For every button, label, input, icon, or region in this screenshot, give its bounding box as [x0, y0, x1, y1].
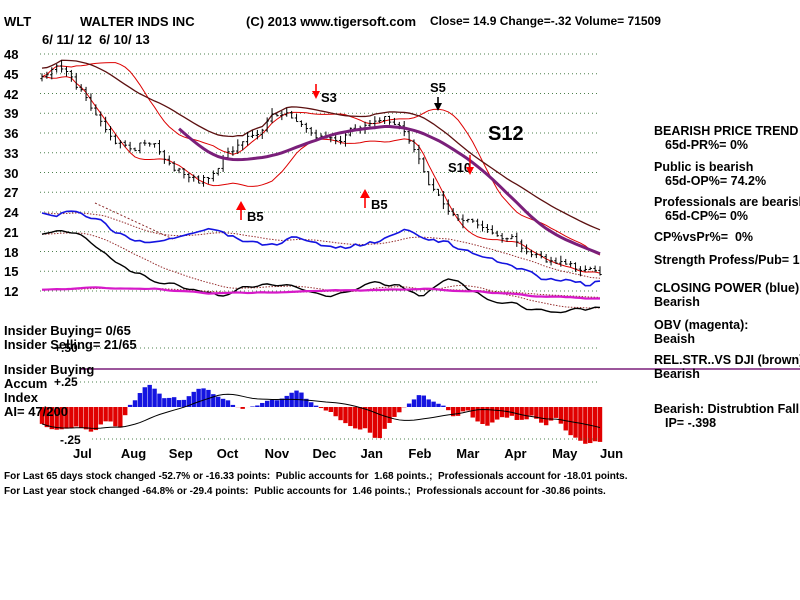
- svg-text:S12: S12: [488, 123, 524, 145]
- svg-text:B5: B5: [371, 197, 388, 212]
- svg-text:S3: S3: [321, 90, 337, 105]
- svg-text:B5: B5: [247, 209, 264, 224]
- svg-text:S5: S5: [430, 80, 446, 95]
